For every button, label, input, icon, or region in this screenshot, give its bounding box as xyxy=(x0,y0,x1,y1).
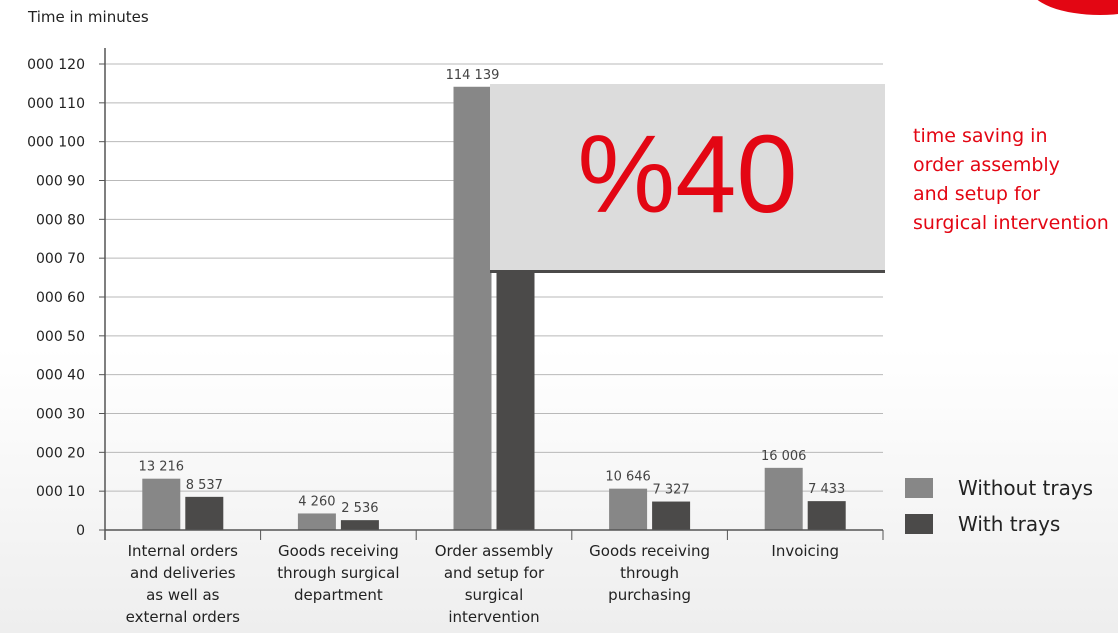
savings-note: time saving in order assembly and setup … xyxy=(913,125,1109,234)
legend-item-with-trays: With trays xyxy=(905,506,1093,542)
y-tick-label: 000 70 xyxy=(36,251,85,267)
data-label: 10 646 xyxy=(605,470,651,485)
savings-percentage: %40 xyxy=(577,113,798,236)
bar xyxy=(652,501,691,530)
x-tick-labels: Internal orders and deliveries as well as e… xyxy=(126,542,839,626)
axes xyxy=(99,48,884,540)
y-tick-label: 000 40 xyxy=(36,368,85,384)
bar xyxy=(764,467,803,530)
y-tick-label: 000 90 xyxy=(36,174,85,190)
y-tick-label: 000 50 xyxy=(36,329,85,345)
y-tick-labels: 0 000 10 000 20 000 30 000 40 000 50 000 60 000… xyxy=(27,57,85,539)
y-tick-label: 0 xyxy=(76,523,85,539)
legend-label-without-trays: Without trays xyxy=(958,476,1094,500)
data-label: 8 537 xyxy=(186,478,223,493)
y-tick-label: 000 10 xyxy=(36,484,85,500)
x-tick-label: Invoicing xyxy=(771,542,839,560)
x-tick-label: Goods receiving through surgical departmen… xyxy=(277,542,399,604)
bar xyxy=(185,496,224,530)
y-tick-label: 000 20 xyxy=(36,445,85,461)
x-tick-label: Goods receiving through purchasing xyxy=(589,542,710,604)
x-tick-label: Internal orders and deliveries as well as e… xyxy=(126,542,240,626)
data-label: 7 433 xyxy=(808,482,845,497)
data-label: 114 139 xyxy=(446,68,500,83)
data-label: 2 536 xyxy=(341,501,378,516)
y-tick-label: 000 120 xyxy=(27,57,85,73)
bar xyxy=(609,488,648,530)
savings-callout-box: %40 xyxy=(490,84,885,273)
bar xyxy=(496,263,535,530)
bars xyxy=(142,86,846,530)
bar xyxy=(340,520,379,530)
bar xyxy=(807,501,846,530)
bar xyxy=(297,513,336,530)
legend-swatch-without-trays xyxy=(905,478,933,498)
y-tick-label: 000 80 xyxy=(36,212,85,228)
legend-swatch-with-trays xyxy=(905,514,933,534)
data-label: 7 327 xyxy=(652,483,689,498)
y-tick-label: 000 60 xyxy=(36,290,85,306)
data-label: 13 216 xyxy=(139,460,185,475)
legend: Without trays With trays xyxy=(905,470,1093,542)
bar xyxy=(453,86,492,530)
y-tick-label: 000 110 xyxy=(27,96,85,112)
data-label: 16 006 xyxy=(761,449,807,464)
y-axis-label: Time in minutes xyxy=(28,8,149,26)
y-tick-label: 000 30 xyxy=(36,407,85,423)
data-label: 4 260 xyxy=(298,494,335,509)
legend-label-with-trays: With trays xyxy=(958,512,1061,536)
bar xyxy=(142,478,181,530)
y-tick-label: 000 100 xyxy=(27,135,85,151)
x-tick-label: Order assembly and setup for surgical inter… xyxy=(435,542,554,626)
legend-item-without-trays: Without trays xyxy=(905,470,1093,506)
